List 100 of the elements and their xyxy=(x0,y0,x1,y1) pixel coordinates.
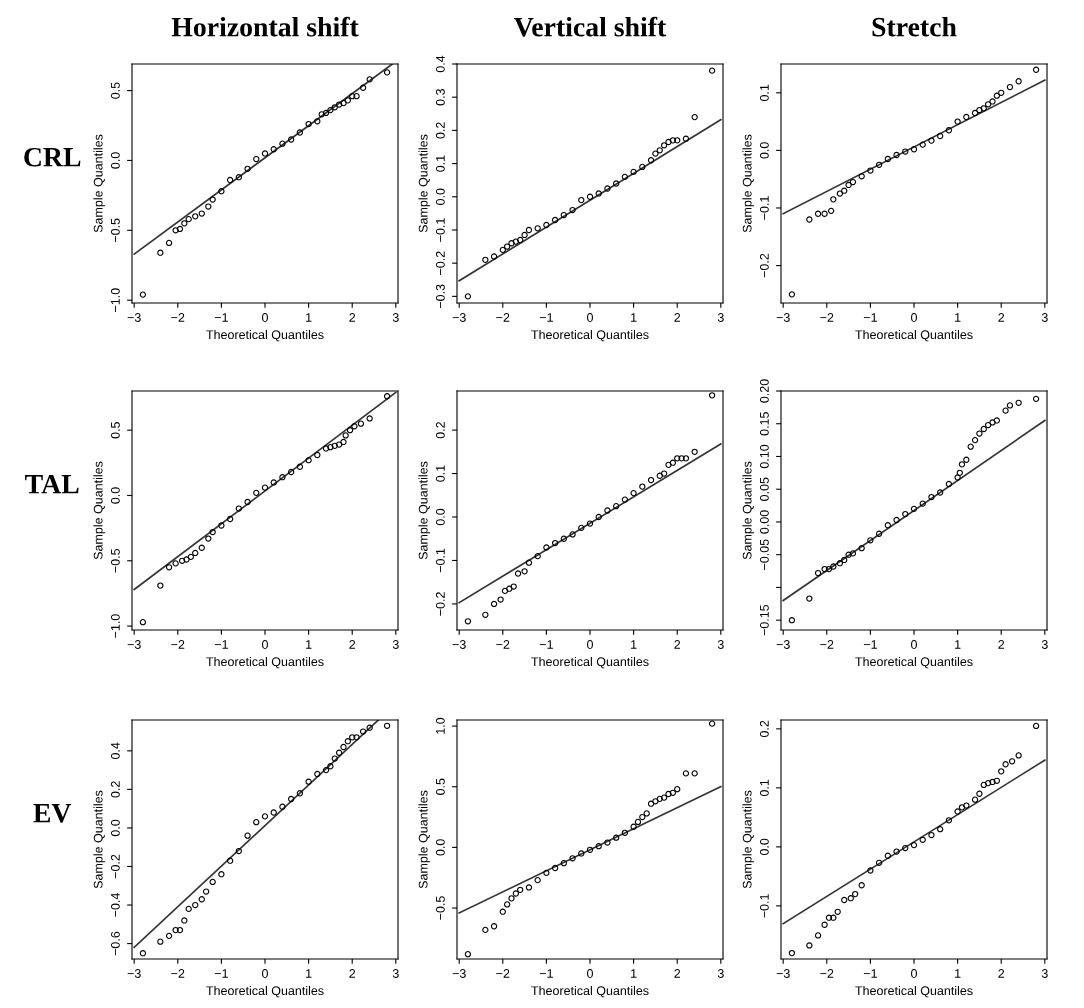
y-tick-label: 0.0 xyxy=(759,838,769,856)
x-tick-label: −2 xyxy=(171,313,185,322)
x-tick-label: −1 xyxy=(863,969,877,978)
x-tick-label: 1 xyxy=(955,640,961,649)
y-tick-label: 0.5 xyxy=(110,422,120,439)
x-tick-label: 2 xyxy=(349,640,356,649)
x-tick-label: −3 xyxy=(127,969,141,978)
y-tick-label: 0.0 xyxy=(435,839,445,856)
x-tick-label: 0 xyxy=(587,640,593,649)
x-tick-label: 0 xyxy=(911,969,917,978)
x-tick-label: 1 xyxy=(955,313,961,322)
x-tick-label: 1 xyxy=(306,313,312,322)
x-tick-label: 3 xyxy=(1041,313,1048,322)
y-tick-label: −0.2 xyxy=(435,251,445,275)
y-tick-label: 0.0 xyxy=(110,152,120,169)
y-tick-label: 0.2 xyxy=(110,781,120,798)
y-tick-label: −1.0 xyxy=(110,614,120,638)
x-tick-label: 0 xyxy=(262,640,268,649)
x-tick-label: 2 xyxy=(998,969,1005,978)
x-tick-label: 2 xyxy=(674,640,681,649)
x-tick-label: 3 xyxy=(1041,969,1048,978)
x-tick-label: 1 xyxy=(306,969,312,978)
x-tick-label: 3 xyxy=(392,640,399,649)
y-tick-label: −0.5 xyxy=(435,896,445,920)
y-tick-label: −0.6 xyxy=(110,931,120,956)
y-tick-label: −1.0 xyxy=(110,288,120,312)
x-tick-label: 0 xyxy=(911,640,917,649)
x-tick-label: 3 xyxy=(717,969,724,978)
chart-title: Vertical shift xyxy=(514,16,667,37)
x-axis-title: Theoretical Quantiles xyxy=(206,329,324,342)
y-tick-label: 0.2 xyxy=(435,122,445,139)
y-tick-label: 0.1 xyxy=(759,779,769,797)
y-tick-label: 0.0 xyxy=(110,819,120,837)
x-tick-label: −3 xyxy=(776,969,790,978)
x-axis-title: Theoretical Quantiles xyxy=(855,329,973,342)
x-tick-label: 1 xyxy=(631,969,637,978)
x-tick-label: −2 xyxy=(820,969,834,978)
x-tick-label: −2 xyxy=(820,640,834,649)
x-axis-title: Theoretical Quantiles xyxy=(531,985,649,998)
y-tick-label: −0.2 xyxy=(110,854,120,879)
y-tick-label: 0.5 xyxy=(435,778,445,795)
y-tick-label: −0.1 xyxy=(435,548,445,573)
y-tick-label: −0.1 xyxy=(435,218,445,242)
x-tick-label: 0 xyxy=(262,969,268,978)
x-axis-title: Theoretical Quantiles xyxy=(855,985,973,998)
y-tick-label: 0.05 xyxy=(759,477,769,501)
y-tick-label: 0.5 xyxy=(110,82,120,99)
x-tick-label: 3 xyxy=(717,313,724,322)
x-tick-label: 1 xyxy=(631,640,637,649)
x-tick-label: −3 xyxy=(127,640,141,649)
x-tick-label: 1 xyxy=(631,313,637,322)
text: EV xyxy=(33,804,72,823)
y-tick-label: −0.05 xyxy=(759,539,769,570)
y-tick-label: 1.0 xyxy=(435,717,445,734)
y-tick-label: 0.2 xyxy=(435,422,445,439)
x-tick-label: −2 xyxy=(820,313,834,322)
x-axis-title: Theoretical Quantiles xyxy=(531,656,649,669)
y-tick-label: −0.1 xyxy=(759,894,769,918)
y-tick-label: 0.15 xyxy=(759,412,769,436)
x-tick-label: 0 xyxy=(262,313,268,322)
x-tick-label: 2 xyxy=(998,313,1005,322)
y-axis-title: Sample Quantiles xyxy=(742,134,755,233)
x-tick-label: −1 xyxy=(863,313,877,322)
y-tick-label: 0.1 xyxy=(759,84,769,101)
chart-title: Horizontal shift xyxy=(171,16,359,37)
y-tick-label: 0.0 xyxy=(759,142,769,159)
y-axis-title: Sample Quantiles xyxy=(418,461,431,560)
x-tick-label: −3 xyxy=(127,313,141,322)
x-tick-label: 1 xyxy=(955,969,961,978)
x-tick-label: −2 xyxy=(496,313,510,322)
x-tick-label: −1 xyxy=(539,969,553,978)
x-tick-label: 2 xyxy=(998,640,1005,649)
x-tick-label: −3 xyxy=(776,640,790,649)
text: CRL xyxy=(24,147,81,167)
y-tick-label: −0.15 xyxy=(759,604,769,636)
y-tick-label: 0.1 xyxy=(435,155,445,172)
y-tick-label: −0.2 xyxy=(759,253,769,278)
y-tick-label: −0.5 xyxy=(110,548,120,573)
x-tick-label: −2 xyxy=(171,640,185,649)
y-tick-label: 0.20 xyxy=(759,379,769,403)
x-axis-title: Theoretical Quantiles xyxy=(855,656,973,669)
x-axis-title: Theoretical Quantiles xyxy=(206,656,324,669)
x-tick-label: 0 xyxy=(587,313,593,322)
y-tick-label: 0.1 xyxy=(435,465,445,482)
y-axis-title: Sample Quantiles xyxy=(93,134,106,233)
y-tick-label: 0.2 xyxy=(759,720,769,738)
x-tick-label: −2 xyxy=(496,969,510,978)
x-axis-title: Theoretical Quantiles xyxy=(206,985,324,998)
x-tick-label: −1 xyxy=(863,640,877,649)
x-tick-label: −3 xyxy=(452,640,466,649)
x-tick-label: 3 xyxy=(717,640,724,649)
y-tick-label: 0.3 xyxy=(435,89,445,106)
y-tick-label: 0.10 xyxy=(759,444,769,469)
y-tick-label: −0.4 xyxy=(110,893,120,917)
y-axis-title: Sample Quantiles xyxy=(418,790,431,889)
y-tick-label: 0.00 xyxy=(759,510,769,534)
y-tick-label: 0.0 xyxy=(110,487,120,504)
y-tick-label: −0.3 xyxy=(435,284,445,309)
y-axis-title: Sample Quantiles xyxy=(742,461,755,560)
x-tick-label: 0 xyxy=(587,969,593,978)
